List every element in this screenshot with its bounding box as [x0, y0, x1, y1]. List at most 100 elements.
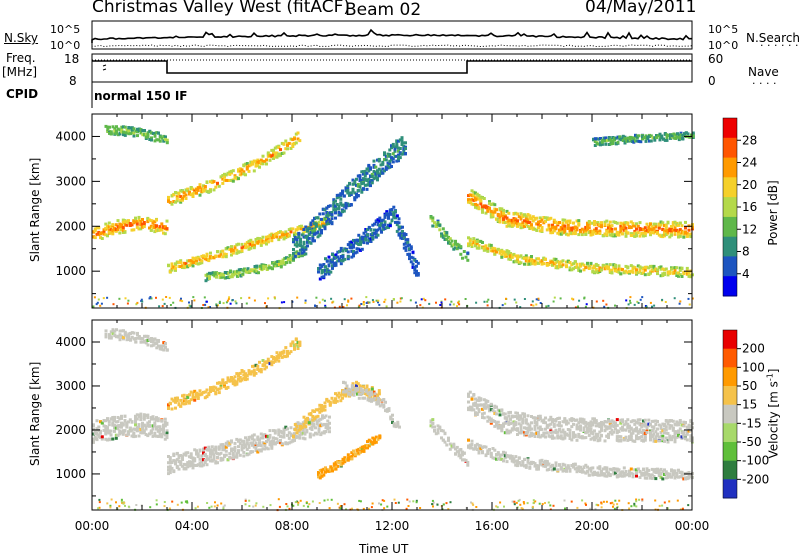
band-scatter-arc — [292, 136, 407, 261]
x-tick-label: 00:00 — [675, 519, 710, 533]
velocity-colorbar-label: Velocity [m s-1] — [766, 364, 781, 464]
nave-tick-low: 0 — [708, 74, 716, 88]
colorbar-swatch — [723, 157, 737, 178]
y-tick-label: 3000 — [55, 174, 86, 188]
x-tick-label: 12:00 — [375, 519, 410, 533]
date-label: 04/May/2011 — [585, 0, 697, 17]
colorbar-tick-label: -100 — [742, 454, 769, 468]
axes: 4000 3000 2000 1000 4000 3000 2000 1000 00:00 04:… — [55, 113, 710, 533]
y-tick-label: 4000 — [55, 335, 86, 349]
velocity-colorbar: 200 100 50 15 -15 -50 -100 -200 — [722, 329, 769, 499]
power-ylabel: Slant Range [km] — [28, 157, 42, 262]
band-upper-rise — [167, 131, 302, 206]
colorbar-tick-label: 100 — [742, 360, 765, 374]
band-evening-lower — [467, 236, 694, 279]
x-tick-label: 16:00 — [475, 519, 510, 533]
x-tick-label: 20:00 — [575, 519, 610, 533]
band-far-right-high — [592, 131, 695, 147]
band-high-sparse — [104, 328, 169, 352]
cpid-label: CPID — [6, 87, 39, 101]
colorbar-swatch — [723, 367, 737, 387]
colorbar-swatch — [723, 177, 737, 198]
nsearch-tick-low: 10^0 — [708, 39, 739, 52]
freq-label: Freq. — [6, 51, 36, 65]
nsearch-line — [91, 44, 693, 48]
colorbar-tick-label: 20 — [742, 178, 757, 192]
nave-dots: · · · · — [752, 77, 777, 90]
colorbar-swatch — [723, 276, 737, 297]
colorbar-swatch — [723, 442, 737, 462]
colorbar-tick-label: 16 — [742, 200, 757, 214]
station-title: Christmas Valley West (fitACF) — [92, 0, 351, 17]
colorbar-tick-label: 8 — [742, 245, 750, 259]
colorbar-swatch — [723, 330, 737, 350]
nsky-line — [91, 28, 692, 43]
nave-label: Nave — [748, 65, 779, 79]
nsearch-dots: · · · · · · — [760, 39, 799, 52]
colorbar-swatch — [723, 460, 737, 480]
band-high-sparse — [104, 124, 169, 145]
colorbar-tick-label: 50 — [742, 379, 757, 393]
colorbar-swatch — [723, 197, 737, 218]
x-tick-label: 00:00 — [75, 519, 110, 533]
x-tick-label: 08:00 — [275, 519, 310, 533]
colorbar-tick-label: -50 — [742, 435, 762, 449]
x-axis-title: Time UT — [359, 542, 409, 554]
colorbar-tick-label: 200 — [742, 342, 765, 356]
y-tick-label: 1000 — [55, 264, 86, 278]
velocity-panel — [91, 319, 694, 512]
nsky-tick-high: 10^5 — [50, 23, 81, 36]
nsky-frame — [91, 20, 693, 50]
colorbar-swatch — [723, 479, 737, 499]
nave-tick-high: 60 — [708, 52, 724, 66]
power-panel — [91, 113, 695, 310]
colorbar-swatch — [723, 348, 737, 368]
band-scatter-lower — [317, 205, 420, 281]
band-evening — [467, 390, 694, 444]
band-dusk-fall — [429, 215, 470, 262]
y-tick-label: 2000 — [55, 423, 86, 437]
power-colorbar-label: Power [dB] — [766, 180, 780, 246]
velocity-colorbar-label-text: Velocity [m s-1] — [765, 368, 781, 459]
colorbar-tick-label: 24 — [742, 156, 757, 170]
freq-frame — [91, 53, 693, 83]
band-grey-arc — [342, 380, 401, 429]
velocity-ylabel: Slant Range [km] — [28, 361, 42, 466]
band-evening-lower — [467, 438, 694, 481]
colorbar-tick-label: 12 — [742, 222, 757, 236]
band-lower-rise — [167, 414, 331, 476]
band-early — [92, 215, 169, 240]
nsky-tick-low: 10^0 — [50, 39, 81, 52]
freq-tick-low: 8 — [69, 74, 77, 88]
y-tick-label: 4000 — [55, 129, 86, 143]
nsearch-label: N.Search — [746, 31, 800, 45]
colorbar-swatch — [723, 404, 737, 424]
band-orange-lower — [317, 434, 382, 480]
colorbar-swatch — [723, 216, 737, 238]
band-dim-blob — [204, 246, 308, 283]
colorbar-swatch — [723, 236, 737, 257]
velocity-cells — [92, 328, 694, 481]
colorbar-tick-label: 4 — [742, 267, 750, 281]
freq-line — [92, 60, 692, 74]
cpid-value: normal 150 IF — [94, 89, 188, 103]
beam-label: Beam 02 — [345, 0, 422, 20]
velocity-ground-scatter — [97, 498, 690, 512]
band-upper-rise — [167, 337, 302, 411]
y-tick-label: 1000 — [55, 467, 86, 481]
colorbar-tick-label: 15 — [742, 398, 757, 412]
colorbar-swatch — [723, 423, 737, 443]
y-tick-label: 2000 — [55, 219, 86, 233]
colorbar-swatch — [723, 137, 737, 159]
freq-tick-high: 18 — [64, 52, 80, 66]
power-cells — [92, 124, 695, 283]
colorbar-frame — [722, 329, 738, 499]
freq-unit: [MHz] — [2, 65, 38, 79]
band-dusk-fall — [429, 418, 470, 467]
band-early — [92, 412, 169, 444]
colorbar-swatch — [723, 386, 737, 406]
colorbar-tick-label: -200 — [742, 472, 769, 486]
colorbar-tick-label: -15 — [742, 416, 762, 430]
freq-marks — [102, 64, 107, 71]
